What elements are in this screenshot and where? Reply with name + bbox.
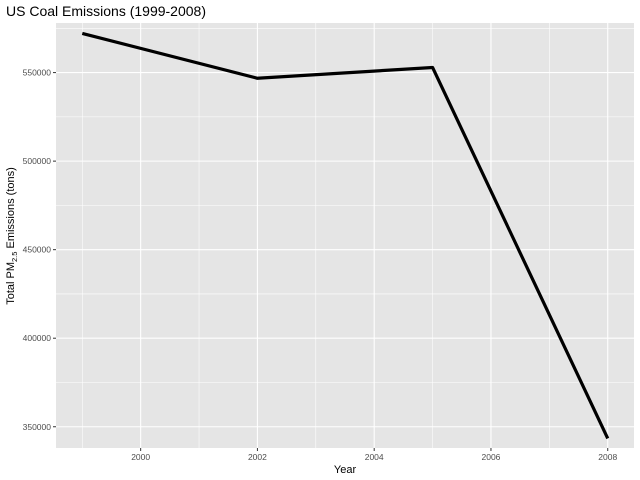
x-tick-label: 2000	[131, 452, 150, 462]
x-axis-ticks: 2000 2002 2004 2006 2008	[131, 448, 617, 462]
x-tick-label: 2002	[248, 452, 267, 462]
y-axis-title-subscript: 2.5	[10, 252, 19, 262]
y-axis-title-suffix: Emissions (tons)	[5, 167, 17, 251]
x-tick-label: 2008	[598, 452, 617, 462]
minor-gridlines	[56, 23, 634, 448]
y-axis-title: Total PM2.5 Emissions (tons)	[5, 167, 19, 305]
y-tick-label: 450000	[23, 245, 52, 255]
y-tick-label: 350000	[23, 422, 52, 432]
major-gridlines	[56, 23, 634, 448]
y-axis-ticks: 350000 400000 450000 500000 550000	[23, 68, 56, 432]
series-layer	[81, 31, 610, 440]
x-tick-label: 2006	[481, 452, 500, 462]
y-tick-label: 400000	[23, 333, 52, 343]
y-axis-title-prefix: Total PM	[5, 262, 17, 305]
series-line	[81, 31, 610, 440]
x-tick-label: 2004	[365, 452, 384, 462]
y-tick-label: 550000	[23, 68, 52, 78]
plot-panel	[56, 23, 634, 448]
chart-title: US Coal Emissions (1999-2008)	[6, 3, 206, 19]
x-axis-title: Year	[334, 464, 357, 476]
y-tick-label: 500000	[23, 156, 52, 166]
